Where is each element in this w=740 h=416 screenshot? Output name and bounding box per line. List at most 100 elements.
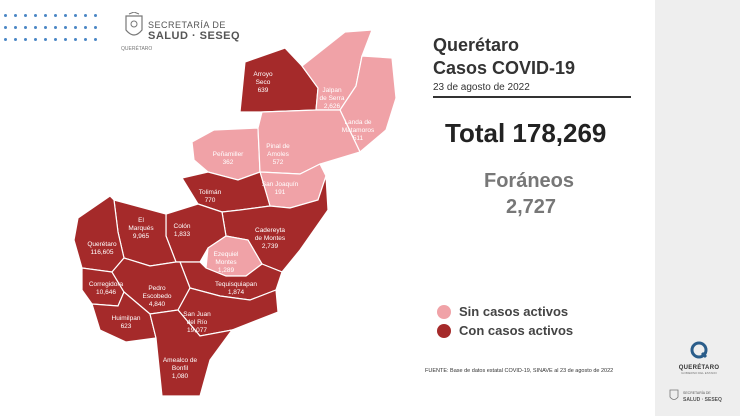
salud-seseq-text: SALUD · SESEQ — [148, 30, 241, 42]
label-line: 770 — [205, 197, 216, 204]
label-colon: Colón 1,833 — [174, 223, 191, 238]
pattern-dot — [24, 38, 27, 41]
pattern-dot — [14, 14, 17, 17]
report-date: 23 de agosto de 2022 — [433, 82, 530, 93]
pattern-dot — [54, 38, 57, 41]
label-line: Seco — [256, 79, 271, 86]
label-line: 2,626 — [324, 103, 341, 110]
queretaro-sub: GOBIERNO DEL ESTADO — [681, 371, 717, 375]
label-arroyo-seco: Arroyo Seco 639 — [253, 71, 273, 94]
municipality-amealco — [149, 309, 234, 397]
legend-active: Con casos activos — [437, 323, 573, 338]
label-line: Tolimán — [199, 189, 222, 196]
label-line: Corregidora — [89, 281, 124, 288]
label-corregidora: Corregidora 10,646 — [89, 281, 124, 296]
municipality-landa — [339, 55, 397, 153]
label-line: 2,739 — [262, 243, 279, 250]
label-line: Peñamiller — [213, 151, 245, 158]
title-state: Querétaro — [433, 35, 520, 55]
pattern-dot — [94, 38, 97, 41]
label-tequisquiapan: Tequisquiapan 1,874 — [215, 281, 257, 296]
pattern-dot — [74, 38, 77, 41]
dot-pattern — [4, 14, 104, 50]
pattern-dot — [34, 38, 37, 41]
label-penamiller: Peñamiller 362 — [213, 151, 245, 166]
pattern-dot — [34, 26, 37, 29]
label-cadereyta: Cadereyta de Montes 2,739 — [255, 227, 286, 250]
label-landa: Landa de Matamoros 511 — [342, 119, 375, 142]
label-line: 362 — [223, 159, 234, 166]
label-line: Escobedo — [143, 293, 172, 300]
pattern-dot — [34, 14, 37, 17]
label-queretaro: Querétaro 116,605 — [87, 241, 117, 256]
pattern-dot — [84, 26, 87, 29]
pattern-dot — [44, 26, 47, 29]
label-line: Pinal de — [266, 143, 290, 150]
legend-inactive-swatch — [437, 304, 451, 319]
pattern-dot — [94, 14, 97, 17]
secretaria-text: SECRETARÍA DE — [148, 20, 226, 30]
state-seal-icon — [125, 12, 143, 36]
label-line: 1,833 — [174, 231, 191, 238]
pattern-dot — [94, 26, 97, 29]
label-line: Arroyo — [253, 71, 273, 78]
label-line: de Montes — [255, 235, 286, 242]
side-seal-icon — [669, 389, 679, 400]
legend-active-label: Con casos activos — [459, 323, 574, 338]
pattern-dot — [4, 38, 7, 41]
label-line: Amealco de — [163, 357, 198, 364]
pattern-dot — [54, 14, 57, 17]
label-line: Amoles — [267, 151, 289, 158]
label-line: 1,289 — [218, 267, 235, 274]
label-line: Colón — [174, 223, 191, 230]
pattern-dot — [64, 14, 67, 17]
legend-active-swatch — [437, 323, 451, 338]
label-line: Montes — [215, 259, 237, 266]
label-line: del Río — [187, 319, 208, 326]
pattern-dot — [84, 14, 87, 17]
label-line: 623 — [121, 323, 132, 330]
label-line: 4,840 — [149, 301, 166, 308]
label-line: 511 — [353, 135, 364, 142]
pattern-dot — [44, 38, 47, 41]
pattern-dot — [4, 26, 7, 29]
pattern-dot — [24, 14, 27, 17]
map-title: Querétaro Casos COVID-19 — [433, 34, 575, 80]
label-line: Landa de — [344, 119, 371, 126]
pattern-dot — [14, 38, 17, 41]
title-divider — [433, 96, 631, 98]
label-line: 116,605 — [90, 249, 113, 256]
label-line: Pedro — [148, 285, 166, 292]
queretaro-wordmark: QUERÉTARO — [678, 365, 720, 371]
pattern-dot — [14, 26, 17, 29]
source-note: FUENTE: Base de datos estatal COVID-19, … — [425, 368, 614, 374]
legend-inactive: Sin casos activos — [437, 304, 568, 319]
label-line: 639 — [258, 87, 269, 94]
label-line: Matamoros — [342, 127, 375, 134]
label-line: 9,965 — [133, 233, 150, 240]
infographic-panel: SECRETARÍA DE SALUD · SESEQ QUERÉTARO Ar… — [4, 12, 631, 397]
side-salud-text: SALUD · SESEQ — [683, 397, 722, 403]
queretaro-map: Arroyo Seco 639 Jalpan de Serra 2,626 Landa de… — [73, 29, 397, 397]
side-secretaria-text: SECRETARÍA DE — [683, 391, 711, 395]
label-amealco: Amealco de Bonfil 1,080 — [163, 357, 198, 380]
label-line: Jalpan — [322, 87, 342, 94]
label-line: 1,080 — [172, 373, 189, 380]
label-san-joaquin: San Joaquín 191 — [262, 181, 299, 196]
pattern-dot — [44, 14, 47, 17]
pattern-dot — [64, 26, 67, 29]
legend-inactive-label: Sin casos activos — [459, 304, 569, 319]
label-line: San Joaquín — [262, 181, 299, 188]
total-cases: Total 178,269 — [445, 118, 607, 148]
label-pinal: Pinal de Amoles 572 — [266, 143, 290, 166]
label-line: 10,646 — [96, 289, 116, 296]
pattern-dot — [84, 38, 87, 41]
foraneos-value: 2,727 — [506, 196, 557, 218]
label-line: 191 — [275, 189, 286, 196]
foraneos-label: Foráneos — [484, 170, 575, 192]
queretaro-logo: QUERÉTARO GOBIERNO DEL ESTADO — [676, 340, 722, 375]
state-small-text: QUERÉTARO — [121, 46, 153, 52]
pattern-dot — [54, 26, 57, 29]
label-line: 1,874 — [228, 289, 245, 296]
label-line: de Serra — [320, 95, 345, 102]
